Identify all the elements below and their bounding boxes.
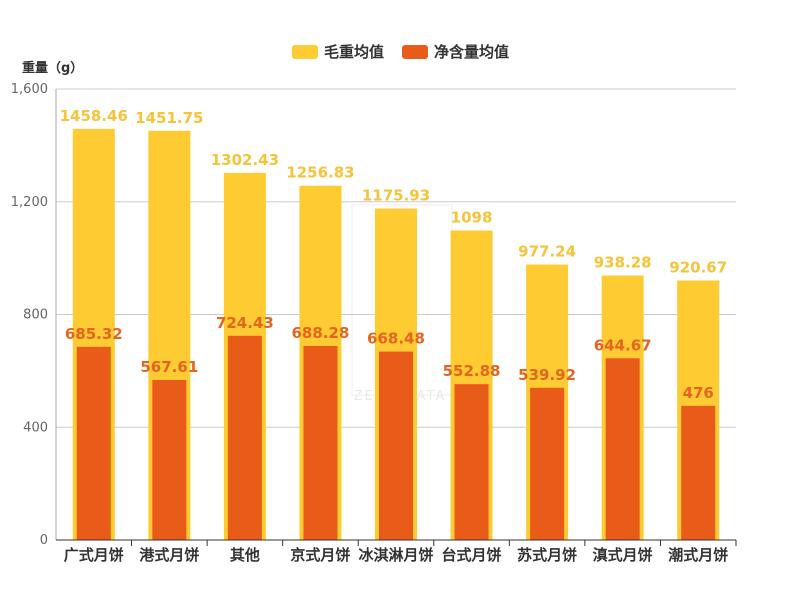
value-label-net: 724.43 bbox=[216, 314, 274, 332]
value-label-gross: 1458.46 bbox=[60, 107, 128, 125]
value-label-net: 685.32 bbox=[65, 325, 123, 343]
x-tick-label: 苏式月饼 bbox=[517, 546, 577, 564]
y-tick-label: 400 bbox=[23, 420, 48, 435]
value-label-gross: 1175.93 bbox=[362, 187, 430, 205]
value-label-gross: 920.67 bbox=[669, 258, 727, 276]
value-label-net: 567.61 bbox=[140, 358, 198, 376]
value-label-gross: 1302.43 bbox=[211, 151, 279, 169]
x-tick-label: 冰淇淋月饼 bbox=[358, 546, 433, 564]
value-label-net: 539.92 bbox=[518, 366, 576, 384]
y-tick-label: 1,200 bbox=[11, 195, 48, 210]
bar-net bbox=[454, 384, 489, 540]
legend-swatch bbox=[402, 45, 428, 59]
y-tick-label: 1,600 bbox=[11, 82, 48, 97]
value-label-gross: 1098 bbox=[451, 209, 493, 227]
bar-net bbox=[379, 351, 413, 540]
x-tick-label: 港式月饼 bbox=[139, 546, 199, 564]
bar-net bbox=[227, 335, 262, 540]
x-tick-label: 滇式月饼 bbox=[593, 546, 653, 564]
value-label-net: 476 bbox=[683, 384, 714, 402]
x-tick-label: 京式月饼 bbox=[290, 546, 350, 564]
legend-label: 净含量均值 bbox=[434, 43, 509, 61]
legend-swatch bbox=[292, 45, 318, 59]
value-label-gross: 1451.75 bbox=[135, 109, 203, 127]
value-label-gross: 977.24 bbox=[518, 243, 576, 261]
bar-net bbox=[152, 380, 187, 540]
bar-net bbox=[530, 387, 565, 540]
value-label-net: 668.48 bbox=[367, 330, 425, 348]
value-label-gross: 1256.83 bbox=[286, 164, 354, 182]
value-label-net: 552.88 bbox=[443, 362, 501, 380]
y-tick-label: 0 bbox=[40, 533, 48, 548]
bar-net bbox=[303, 345, 338, 540]
bar-net bbox=[76, 346, 111, 540]
value-label-gross: 938.28 bbox=[594, 254, 652, 272]
bar-net bbox=[681, 405, 716, 540]
x-tick-label: 广式月饼 bbox=[64, 546, 124, 564]
x-tick-label: 其他 bbox=[230, 546, 260, 564]
x-tick-label: 潮式月饼 bbox=[668, 546, 728, 564]
value-label-net: 644.67 bbox=[594, 336, 652, 354]
legend-label: 毛重均值 bbox=[324, 43, 384, 61]
y-axis-label: 重量（g） bbox=[22, 60, 83, 76]
value-label-net: 688.28 bbox=[291, 324, 349, 342]
bar-net bbox=[605, 358, 640, 540]
x-tick-label: 台式月饼 bbox=[442, 546, 502, 564]
y-tick-label: 800 bbox=[23, 308, 48, 323]
